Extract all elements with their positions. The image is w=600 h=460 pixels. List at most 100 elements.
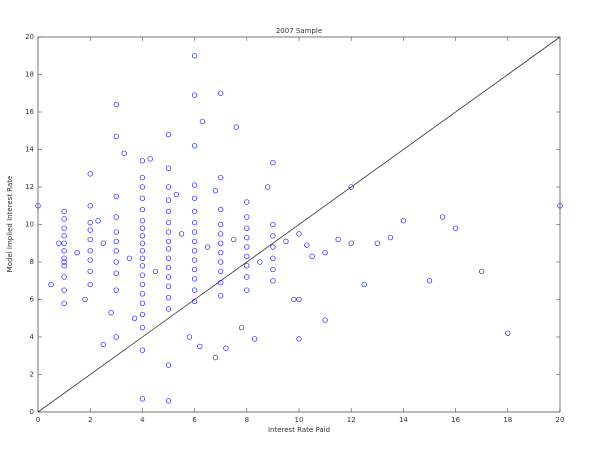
point (113, 334, 119, 340)
point (121, 150, 127, 156)
point (139, 291, 146, 297)
point (113, 287, 119, 293)
point (191, 298, 198, 305)
point (557, 203, 563, 209)
point (251, 336, 258, 342)
point (296, 296, 302, 303)
point (139, 233, 146, 239)
point (61, 233, 67, 239)
point (270, 159, 276, 166)
point (61, 263, 67, 269)
point (87, 203, 93, 209)
point (165, 219, 172, 226)
point (139, 248, 146, 254)
point (173, 191, 179, 198)
point (304, 242, 310, 248)
point (56, 240, 62, 246)
point (191, 208, 198, 215)
point (257, 259, 263, 265)
point (191, 92, 198, 98)
point (165, 238, 172, 245)
point (348, 240, 354, 246)
chart-title: 2007 Sample (276, 27, 322, 35)
x-tick-label: 12 (347, 416, 356, 424)
point (186, 334, 193, 340)
x-tick-label: 8 (245, 416, 249, 424)
point (113, 259, 119, 265)
point (231, 236, 237, 243)
point (61, 300, 67, 306)
point (87, 171, 93, 177)
y-tick-label: 12 (25, 183, 34, 191)
point (374, 240, 380, 246)
point (233, 124, 240, 130)
point (223, 345, 229, 351)
point (218, 279, 224, 286)
point (426, 278, 433, 284)
point (165, 184, 172, 190)
point (61, 240, 67, 246)
point (131, 315, 138, 321)
point (244, 274, 250, 280)
point (165, 283, 172, 290)
point (191, 229, 198, 235)
point (191, 287, 198, 293)
point (165, 398, 172, 404)
y-tick-label: 14 (25, 146, 34, 154)
point (61, 248, 67, 254)
y-axis-label: Model Implied Interest Rate (6, 176, 14, 273)
x-tick-label: 16 (451, 416, 460, 424)
point (204, 244, 211, 250)
point (87, 219, 93, 226)
point (165, 274, 172, 280)
point (113, 193, 119, 200)
point (322, 249, 328, 256)
point (87, 257, 93, 263)
point (244, 199, 250, 205)
point (165, 208, 172, 215)
point (197, 343, 203, 350)
point (108, 309, 114, 316)
point (270, 244, 276, 250)
point (82, 296, 88, 303)
y-tick-label: 2 (30, 371, 34, 379)
point (361, 281, 367, 288)
point (244, 234, 250, 241)
point (139, 225, 146, 231)
point (270, 221, 276, 228)
point (265, 184, 271, 190)
point (87, 248, 93, 254)
point (61, 216, 67, 222)
point (61, 255, 67, 261)
x-tick-label: 4 (140, 416, 145, 424)
point (244, 253, 250, 260)
y-tick-label: 0 (30, 408, 34, 416)
point (113, 101, 119, 108)
point (87, 281, 93, 288)
point (191, 266, 198, 273)
point (400, 218, 407, 224)
point (61, 274, 67, 280)
point (139, 396, 146, 402)
point (218, 249, 224, 256)
point (296, 336, 302, 342)
point (139, 311, 146, 318)
x-axis-label: Interest Rate Paid (268, 426, 330, 434)
point (165, 131, 172, 138)
point (48, 281, 54, 288)
point (238, 324, 245, 331)
point (244, 287, 250, 293)
point (218, 221, 224, 228)
point (139, 218, 146, 224)
point (165, 362, 172, 368)
point (165, 229, 172, 235)
point (479, 268, 485, 275)
point (191, 219, 198, 226)
point (270, 233, 276, 239)
point (165, 264, 172, 271)
point (139, 300, 146, 306)
point (165, 306, 172, 312)
point (113, 238, 119, 245)
point (387, 234, 394, 241)
